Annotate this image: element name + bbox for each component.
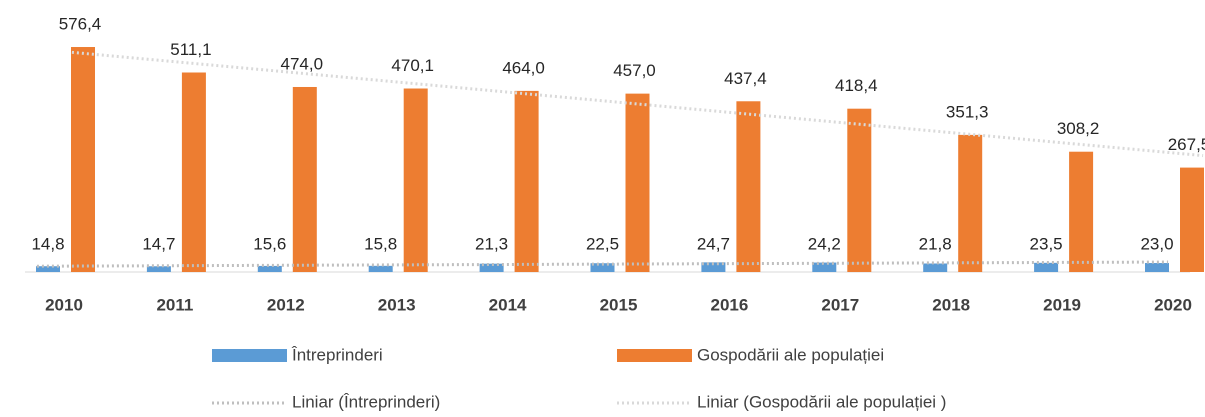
bar: [146, 266, 171, 272]
legend-label: Liniar (Întreprinderi): [292, 392, 440, 411]
x-tick-label: 2020: [1154, 295, 1192, 314]
bar: [1034, 262, 1059, 272]
data-label: 23,0: [1140, 234, 1173, 253]
data-label: 511,1: [170, 40, 211, 59]
x-tick-label: 2018: [932, 295, 970, 314]
bar: [847, 108, 872, 273]
legend-label: Gospodării ale populației: [697, 345, 884, 364]
bar: [257, 265, 282, 272]
data-label: 22,5: [586, 234, 619, 253]
bar: [479, 263, 504, 272]
data-label: 351,3: [946, 102, 989, 121]
x-tick-label: 2013: [378, 295, 416, 314]
data-label: 437,4: [724, 69, 767, 88]
bar: [1145, 263, 1169, 272]
bar: [292, 86, 317, 273]
data-label: 457,0: [613, 61, 656, 80]
legend-swatch: [212, 349, 287, 362]
data-label: 15,6: [253, 234, 286, 253]
data-label: 15,8: [364, 234, 397, 253]
legend-label: Liniar (Gospodării ale populației ): [697, 392, 946, 411]
bar: [812, 262, 837, 272]
x-tick-label: 2014: [489, 295, 527, 314]
bar: [923, 263, 948, 272]
bar: [36, 266, 60, 272]
bar: [514, 90, 539, 272]
bar: [403, 88, 428, 272]
data-label: 418,4: [835, 76, 878, 95]
x-tick-label: 2019: [1043, 295, 1081, 314]
x-tick-label: 2012: [267, 295, 305, 314]
bar: [368, 265, 393, 272]
data-label: 21,8: [919, 234, 952, 253]
data-label: 464,0: [502, 58, 545, 77]
bar: [701, 262, 726, 272]
bar: [958, 134, 983, 272]
x-tick-label: 2017: [821, 295, 859, 314]
data-label: 267,5: [1168, 135, 1205, 154]
x-tick-label: 2016: [710, 295, 748, 314]
bar: [590, 263, 615, 272]
x-tick-label: 2011: [156, 295, 193, 314]
bar: [736, 101, 761, 272]
data-label: 24,2: [808, 234, 841, 253]
bar: [1069, 151, 1094, 272]
x-tick-label: 2010: [45, 295, 83, 314]
bar: [181, 72, 206, 272]
trend-line: [71, 50, 1204, 158]
bar: [625, 93, 650, 272]
data-label: 576,4: [59, 15, 102, 34]
data-label: 21,3: [475, 234, 508, 253]
data-label: 14,8: [31, 234, 64, 253]
data-label: 23,5: [1030, 234, 1063, 253]
legend-label: Întreprinderi: [291, 345, 383, 364]
legend-swatch: [617, 349, 692, 362]
data-label: 308,2: [1057, 119, 1100, 138]
data-label: 470,1: [391, 56, 434, 75]
data-label: 24,7: [697, 234, 730, 253]
bar: [71, 47, 95, 272]
data-label: 474,0: [281, 54, 324, 73]
data-label: 14,7: [142, 234, 175, 253]
bar: [1180, 167, 1204, 272]
trend-line: [36, 260, 1169, 268]
x-tick-label: 2015: [600, 295, 638, 314]
